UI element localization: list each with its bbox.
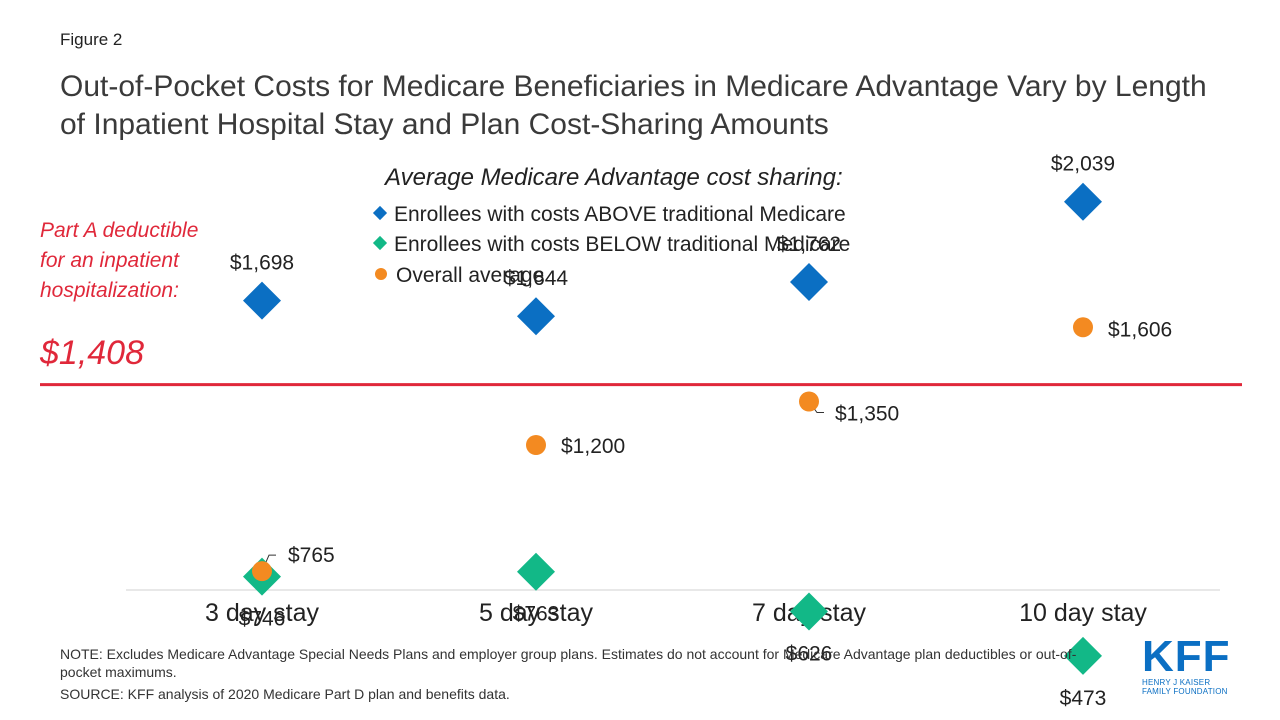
data-point-average [252, 561, 272, 582]
figure-label: Figure 2 [60, 30, 123, 49]
data-label-above: $1,644 [504, 267, 569, 290]
data-label-below: $763 [513, 603, 560, 626]
data-point-average [526, 435, 546, 455]
data-label-average: $1,350 [835, 403, 899, 426]
legend-item-average: Overall average [375, 264, 544, 288]
data-point-above [1064, 182, 1102, 221]
legend-title: Average Medicare Advantage cost sharing: [385, 164, 843, 191]
chart-title: Out-of-Pocket Costs for Medicare Benefic… [60, 70, 1207, 141]
data-point-above [243, 281, 281, 320]
legend-label-below: Enrollees with costs BELOW traditional M… [394, 233, 851, 256]
logo-line-1: HENRY J KAISER [1142, 678, 1211, 687]
data-label-above: $2,039 [1051, 153, 1115, 176]
part-a-value: $1,408 [40, 334, 144, 372]
x-tick-label: 3 day stay [205, 599, 319, 627]
data-label-average: $1,200 [561, 435, 625, 458]
logo-mark: KFF [1142, 632, 1231, 681]
data-label-below: $473 [1060, 687, 1107, 710]
data-point-below [517, 552, 555, 591]
legend-item-above: Enrollees with costs ABOVE traditional M… [372, 203, 846, 227]
data-point-above [517, 297, 555, 336]
data-label-above: $1,762 [777, 233, 841, 256]
data-label-below: $746 [239, 608, 286, 631]
data-point-average [1073, 317, 1093, 338]
x-tick-label: 10 day stay [1019, 599, 1147, 627]
data-label-above: $1,698 [230, 252, 294, 275]
source: SOURCE: KFF analysis of 2020 Medicare Pa… [60, 686, 510, 702]
data-point-average [799, 391, 819, 412]
legend-item-below: Enrollees with costs BELOW traditional M… [372, 233, 851, 257]
data-label-average: $1,606 [1108, 318, 1172, 341]
data-point-above [790, 263, 828, 302]
data-point-below [790, 592, 828, 631]
x-tick-label: 5 day stay [479, 599, 593, 627]
legend-label-above: Enrollees with costs ABOVE traditional M… [394, 203, 846, 226]
orange-dot-icon [375, 268, 387, 281]
data-label-below: $626 [786, 642, 833, 665]
legend-label-average: Overall average [396, 264, 545, 287]
data-point-below [1064, 636, 1102, 675]
note: NOTE: Excludes Medicare Advantage Specia… [60, 646, 1077, 680]
logo-line-2: FAMILY FOUNDATION [1142, 687, 1228, 696]
data-label-average: $765 [288, 544, 335, 567]
kff-logo: KFF HENRY J KAISER FAMILY FOUNDATION [1142, 632, 1238, 697]
part-a-label: Part A deductible for an inpatient hospi… [40, 219, 199, 302]
